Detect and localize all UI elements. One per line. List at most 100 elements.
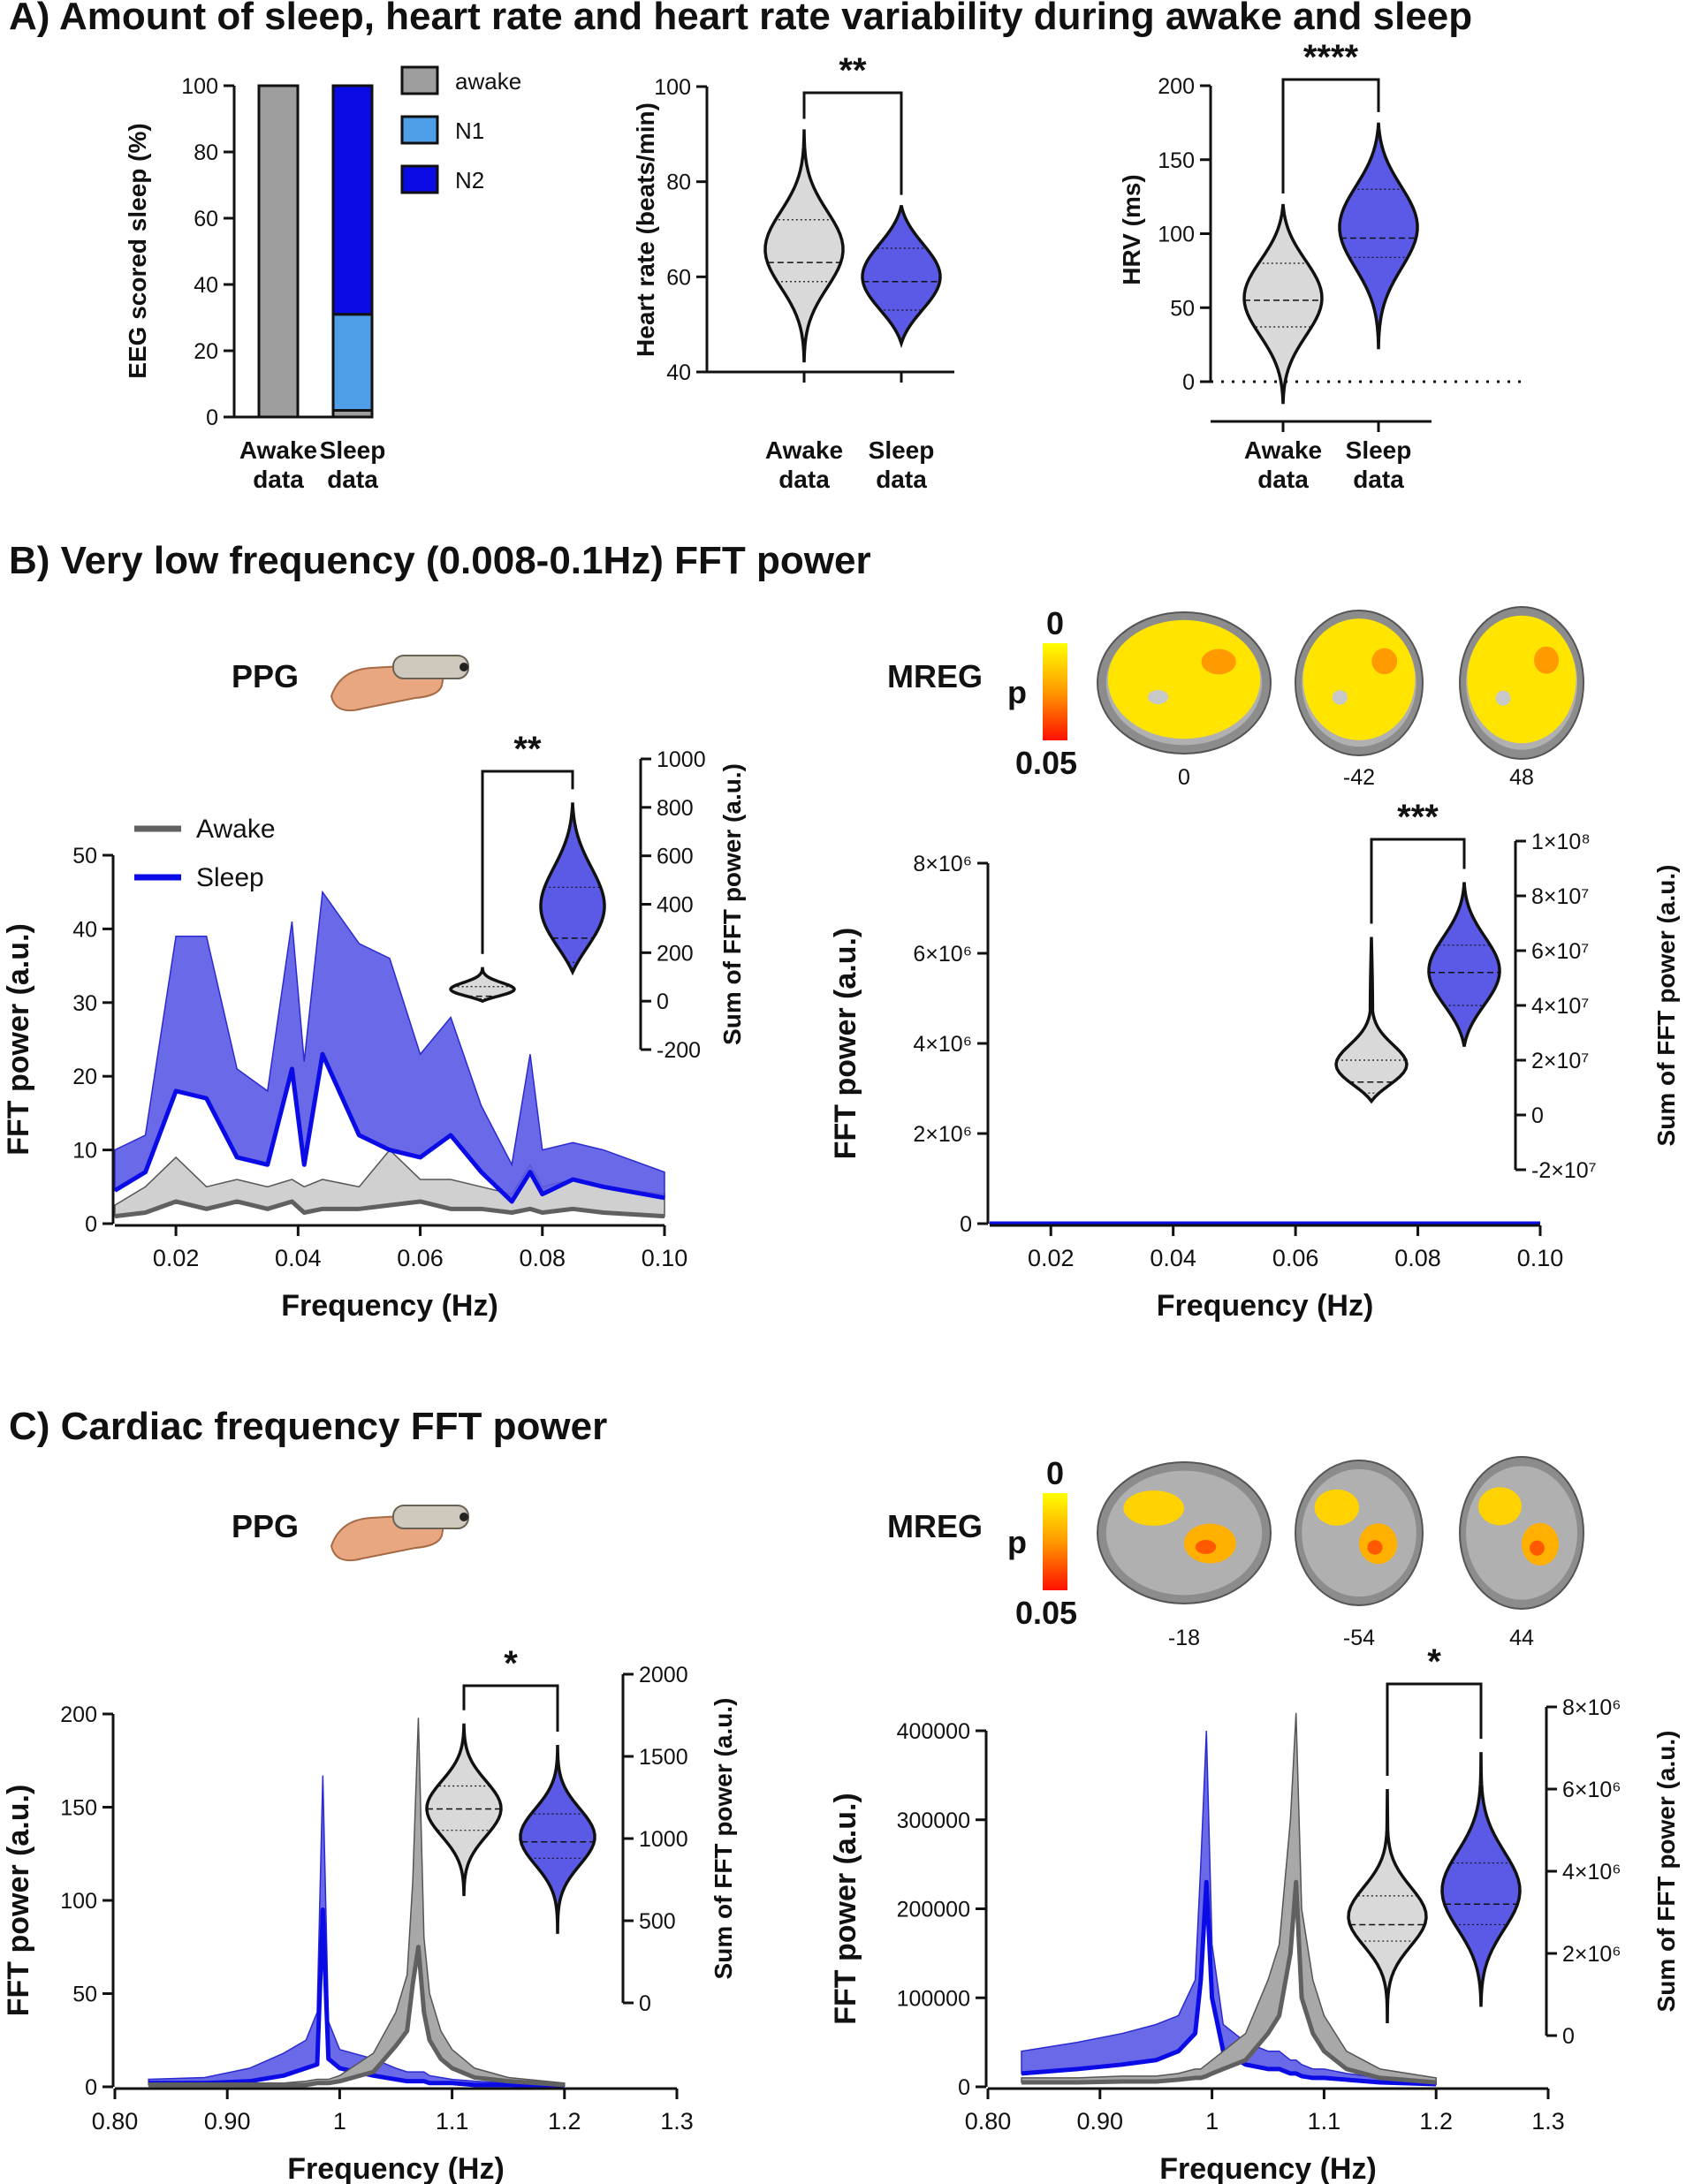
panel-c1-ppg-cardiac-inset-yaxis-tick-label: 1500 — [639, 1745, 688, 1770]
panel-c1-ppg-cardiac-yaxis-tick-label: 100 — [60, 1889, 97, 1914]
finger-clip-icon-c-clip — [392, 1505, 469, 1529]
panel-b2-mreg-vlf-inset-yaxis-tick-label: 4×10⁷ — [1531, 994, 1589, 1019]
panel-b2-mreg-vlf-yaxis-tick-label: 4×10⁶ — [913, 1032, 972, 1057]
panel-b1-ppg-vlf-inset-yaxis-tick-label: 600 — [657, 845, 694, 869]
panel-c1-ppg-cardiac-yaxis-tick-label: 200 — [60, 1702, 97, 1727]
section-c-title: C) Cardiac frequency FFT power — [9, 1405, 608, 1448]
panel-c2-mreg-cardiac-yaxis-tick-label: 300000 — [897, 1809, 970, 1833]
brain-coronal-b — [1295, 610, 1424, 756]
brain-sagittal-c-activation-core — [1195, 1540, 1217, 1554]
panel-a3-hrv-x-label: Sleep data — [1346, 436, 1412, 493]
panel-a3-hrv-yaxis-tick-label: 0 — [1182, 370, 1195, 395]
panel-b2-mreg-vlf-yaxis-tick-label: 2×10⁶ — [913, 1122, 972, 1147]
panel-b2-mreg-vlf-xaxis-tick-label: 0.02 — [1028, 1245, 1075, 1271]
panel-b1-ppg-vlf-inset-sig-stars: ** — [513, 730, 542, 769]
panel-a1-sleep-bar: 0 20 40 60 80 100 EEG scored sleep (%) Awake dat… — [124, 65, 521, 493]
panel-a2-heart-rate-x-label: Sleep data — [869, 436, 935, 493]
panel-a2-heart-rate-yaxis-tick-label: 60 — [666, 265, 691, 290]
panel-c1-ppg-cardiac-yaxis-tick-label: 50 — [72, 1983, 97, 2007]
brain-coronal-c-activation — [1314, 1489, 1360, 1526]
panel-b2-mreg-vlf-inset-yaxis-tick-label: 0 — [1531, 1103, 1544, 1128]
panel-a3-hrv-sig-stars: **** — [1303, 38, 1359, 77]
panel-b1-ppg-vlf-xaxis-tick-label: 0.08 — [519, 1245, 566, 1271]
brain-sagittal-c-tissue — [1105, 1470, 1263, 1596]
panel-b2-mreg-vlf-xlabel: Frequency (Hz) — [1157, 1289, 1374, 1323]
p-colorbar-b-bottom: 0.05 — [1015, 745, 1077, 781]
brain-axial-c — [1459, 1456, 1584, 1610]
panel-c1-ppg-cardiac-xlabel: Frequency (Hz) — [287, 2152, 505, 2184]
panel-a2-heart-rate-sig-bracket — [802, 91, 903, 195]
panel-c1-ppg-cardiac-inset-yaxis-tick-label: 500 — [639, 1909, 676, 1934]
panel-b2-mreg-vlf-ylabel: FFT power (a.u.) — [829, 928, 862, 1160]
p-colorbar-b-gradient — [1043, 643, 1067, 740]
panel-c2-mreg-cardiac-yaxis-tick-label: 200000 — [897, 1898, 970, 1922]
panel-a3-hrv-violin-1 — [1338, 122, 1419, 350]
ppg-label-c: PPG — [232, 1508, 299, 1544]
panel-b1-ppg-vlf-inset-yaxis-tick-label: 1000 — [657, 747, 706, 772]
brain-sagittal-b-activation-core — [1201, 648, 1236, 675]
panel-b1-ppg-vlf-yaxis-tick-label: 40 — [72, 917, 97, 942]
panel-b1-ppg-vlf-inset-yaxis-tick-label: -200 — [657, 1038, 701, 1063]
panel-a3-hrv-yaxis-tick-label: 200 — [1158, 74, 1195, 99]
panel-c2-mreg-cardiac-line-awake — [1021, 1879, 1437, 2085]
panel-b1-ppg-vlf-xlabel: Frequency (Hz) — [281, 1289, 498, 1323]
panel-c1-ppg-cardiac-inset-violin-1 — [519, 1744, 596, 1934]
panel-a3-hrv-sig-bracket — [1281, 78, 1380, 193]
a1-bar-N2 — [331, 84, 374, 316]
p-colorbar-c-p: p — [1007, 1524, 1027, 1560]
panel-c2-mreg-cardiac-xaxis-tick-label: 0.90 — [1077, 2108, 1124, 2135]
brain-axial-c-activation — [1478, 1487, 1522, 1526]
slice-label-c: 44 — [1509, 1626, 1534, 1650]
panel-c2-mreg-cardiac-xaxis-tick-label: 1.3 — [1531, 2108, 1565, 2135]
brain-coronal-c-activation-core — [1367, 1540, 1383, 1555]
panel-b1-ppg-vlf-yaxis-tick-label: 0 — [85, 1212, 97, 1237]
panel-c1-ppg-cardiac-xaxis-tick-label: 0.80 — [92, 2108, 139, 2135]
brain-coronal-b-activation — [1302, 618, 1416, 740]
a1-yaxis-tick-label: 100 — [181, 74, 218, 99]
panel-a2-heart-rate-violin-0 — [763, 129, 845, 363]
a1-legend-swatch — [400, 164, 439, 194]
brain-coronal-b-gap — [1332, 690, 1348, 705]
panel-b1-ppg-vlf-yaxis-tick-label: 10 — [72, 1139, 97, 1164]
panel-c2-mreg-cardiac-xaxis-tick-label: 0.80 — [965, 2108, 1012, 2135]
p-colorbar-b-p: p — [1007, 674, 1027, 710]
panel-c1-ppg-cardiac-line-sleep — [148, 1907, 565, 2089]
a1-x-label: Awake data — [239, 436, 317, 493]
panel-c1-ppg-cardiac-yaxis-tick-label: 150 — [60, 1796, 97, 1821]
panel-a2-heart-rate-sig-stars: ** — [839, 51, 867, 90]
a1-yaxis-tick-label: 0 — [206, 406, 218, 430]
panel-b2-mreg-vlf: 0 2×10⁶ 4×10⁶ 6×10⁶ 8×10⁶ 0.02 0.04 0.06 0.08 0.1… — [829, 798, 1680, 1323]
finger-clip-icon-b-clip — [392, 655, 469, 679]
panel-c1-ppg-cardiac-yaxis-tick-label: 0 — [85, 2075, 97, 2100]
panel-c2-mreg-cardiac-ylabel: FFT power (a.u.) — [829, 1793, 862, 2025]
section-a-title: A) Amount of sleep, heart rate and heart… — [9, 0, 1473, 38]
panel-c2-mreg-cardiac-yaxis-tick-label: 0 — [958, 2075, 970, 2100]
slice-label-b: 0 — [1178, 765, 1190, 790]
brain-axial-b-gap — [1495, 690, 1511, 706]
brain-coronal-c-tissue — [1302, 1468, 1416, 1597]
panel-c1-ppg-cardiac-inset-violin-0 — [425, 1723, 503, 1897]
brain-sagittal-c-activation — [1123, 1490, 1184, 1526]
panel-c2-mreg-cardiac-xaxis-tick-label: 1 — [1205, 2108, 1219, 2135]
ppg-label-b: PPG — [232, 658, 299, 694]
a1-bar-N1 — [331, 313, 374, 412]
panel-c2-mreg-cardiac-line-sleep — [1021, 1879, 1437, 2087]
panel-a2-heart-rate-x-label: Awake data — [765, 436, 843, 493]
a1-bar-awake — [257, 84, 300, 419]
a1-legend-label: awake — [455, 68, 521, 95]
brain-axial-b-activation-core — [1534, 646, 1559, 674]
brain-coronal-b-activation-core — [1371, 648, 1398, 675]
p-colorbar-c-gradient — [1043, 1493, 1067, 1590]
panel-c1-ppg-cardiac-ylabel: FFT power (a.u.) — [2, 1785, 35, 2017]
panel-b2-mreg-vlf-inset-violin-0 — [1334, 937, 1409, 1104]
p-colorbar-b: 0p 0.05 — [1007, 605, 1077, 781]
panel-b1-ppg-vlf-inset-yaxis-tick-label: 200 — [657, 941, 694, 966]
panel-c2-mreg-cardiac-inset-yaxis-tick-label: 0 — [1562, 2024, 1575, 2049]
panel-b1-ppg-vlf-inset-sig-bracket — [481, 770, 574, 954]
brain-axial-c-tissue — [1466, 1466, 1577, 1600]
p-colorbar-c: 0p 0.05 — [1007, 1455, 1077, 1631]
panel-b2-mreg-vlf-inset-ylabel: Sum of FFT power (a.u.) — [1652, 865, 1680, 1147]
panel-b2-mreg-vlf-inset-violin-1 — [1427, 882, 1501, 1047]
slice-label-b: 48 — [1509, 765, 1534, 790]
